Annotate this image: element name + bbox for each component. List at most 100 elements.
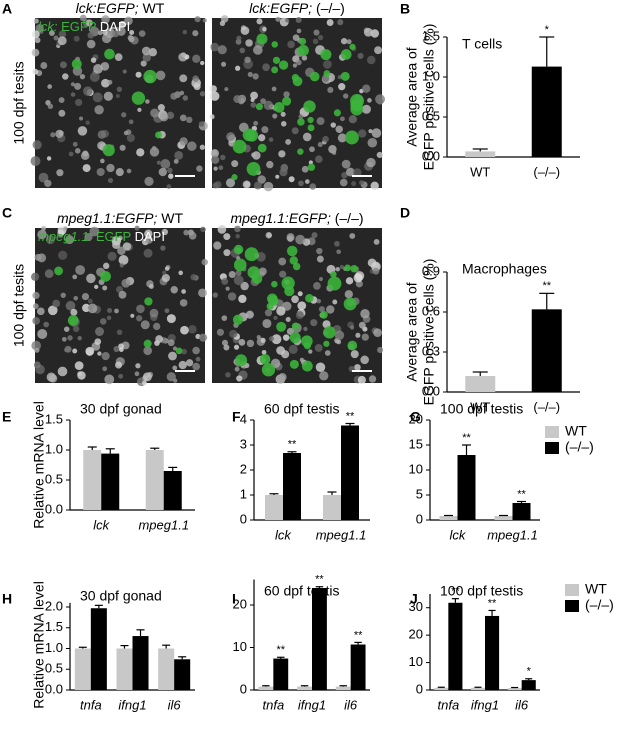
y-tick-label: 5	[416, 486, 423, 501]
nucleus	[85, 120, 90, 125]
y-tick-label: 4	[240, 411, 247, 426]
bar	[335, 686, 351, 690]
nucleus	[166, 111, 175, 120]
nucleus	[32, 317, 40, 325]
annotation: 60 dpf testis	[264, 583, 340, 599]
nucleus	[291, 295, 299, 304]
egfp-cell	[320, 311, 328, 319]
nucleus	[337, 19, 344, 26]
nucleus	[260, 98, 267, 104]
egfp-cell	[305, 294, 314, 303]
nucleus	[340, 37, 348, 45]
nucleus	[275, 174, 280, 179]
nucleus	[361, 333, 369, 341]
bar	[158, 648, 175, 690]
nucleus	[114, 308, 119, 314]
nucleus	[315, 362, 326, 373]
nucleus	[317, 34, 324, 41]
panel-letter: B	[400, 1, 410, 17]
legend-label: (–/–)	[565, 439, 594, 455]
y-tick-label: 0.0	[422, 383, 440, 398]
nucleus	[58, 368, 63, 374]
y-tick-label: 1.0	[422, 68, 440, 83]
legend-label: WT	[585, 581, 607, 597]
overlay-stain: DAPI	[135, 229, 165, 244]
x-tick-label: tnfa	[437, 697, 459, 712]
nucleus	[117, 246, 126, 255]
nucleus	[33, 18, 39, 24]
nucleus	[376, 98, 384, 105]
nucleus	[192, 75, 199, 82]
nucleus	[353, 273, 363, 283]
bar	[531, 66, 562, 157]
nucleus	[155, 70, 166, 81]
nucleus	[148, 284, 154, 289]
nucleus	[70, 308, 78, 316]
nucleus	[43, 321, 50, 328]
nucleus	[45, 235, 55, 245]
bar	[350, 644, 366, 690]
bar	[74, 648, 91, 690]
egfp-cell	[232, 139, 247, 154]
x-tick-label: ifng1	[471, 697, 499, 712]
nucleus	[192, 362, 201, 371]
nucleus	[60, 292, 66, 298]
y-tick-label: 20	[409, 627, 423, 642]
nucleus	[212, 182, 219, 189]
nucleus	[257, 175, 266, 184]
nucleus	[103, 91, 113, 101]
nucleus	[37, 329, 48, 340]
x-tick-label: WT	[470, 399, 490, 414]
nucleus	[180, 325, 189, 335]
nucleus	[240, 281, 249, 291]
image-title: mpeg1.1:EGFP; WT	[57, 210, 183, 226]
egfp-cell	[323, 70, 331, 77]
y-tick-label: 0	[240, 511, 247, 526]
significance: **	[276, 644, 285, 656]
bar	[531, 309, 562, 392]
nucleus	[268, 336, 275, 342]
bar	[341, 425, 359, 520]
micrograph	[209, 15, 385, 192]
nucleus	[366, 157, 376, 168]
bar	[145, 450, 164, 510]
nucleus	[164, 308, 170, 314]
nucleus	[52, 299, 61, 308]
nucleus	[355, 332, 361, 338]
bar	[448, 602, 463, 690]
nucleus	[345, 277, 354, 285]
bar	[273, 658, 289, 690]
bar	[512, 503, 531, 520]
egfp-cell	[143, 69, 157, 84]
x-tick-label: lck	[275, 527, 292, 542]
image-genotype: (–/–)	[335, 210, 364, 226]
nucleus	[223, 233, 231, 241]
micrograph	[212, 225, 384, 385]
egfp-cell	[307, 116, 314, 124]
nucleus	[316, 117, 325, 126]
significance: **	[346, 410, 355, 422]
nucleus	[209, 85, 217, 93]
nucleus	[172, 365, 178, 371]
nucleus	[301, 165, 309, 173]
egfp-cell	[261, 363, 276, 377]
image-genotype: (–/–)	[316, 0, 345, 16]
annotation: Macrophages	[462, 261, 547, 277]
nucleus	[119, 263, 124, 268]
legend-swatch	[545, 426, 559, 438]
image-title: lck:EGFP; (–/–)	[249, 0, 345, 16]
nucleus	[276, 306, 286, 316]
nucleus	[75, 265, 86, 275]
nucleus	[58, 109, 66, 117]
nucleus	[107, 251, 117, 261]
overlay-gene: lck:	[38, 19, 58, 34]
egfp-cell	[271, 41, 278, 48]
y-axis-label: Average area of	[404, 282, 420, 381]
nucleus	[262, 63, 270, 72]
egfp-cell	[144, 297, 153, 306]
nucleus	[326, 19, 334, 27]
nucleus	[102, 366, 108, 372]
nucleus	[234, 225, 241, 233]
bar	[434, 687, 449, 690]
nucleus	[357, 52, 364, 59]
